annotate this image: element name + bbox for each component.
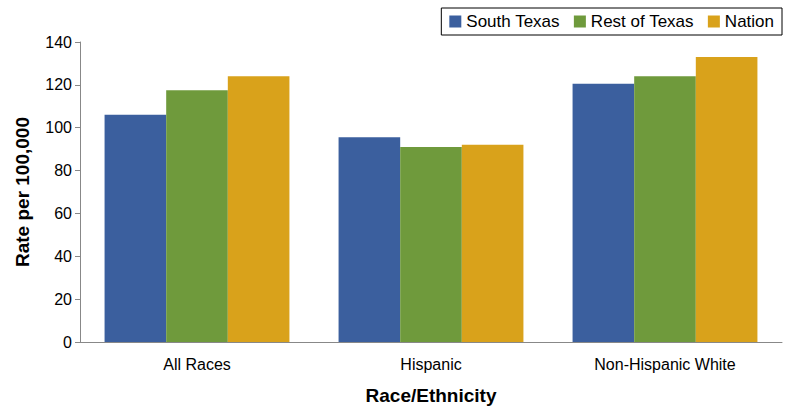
- svg-text:100: 100: [45, 119, 72, 136]
- svg-text:Hispanic: Hispanic: [400, 356, 461, 373]
- svg-text:South Texas: South Texas: [466, 12, 559, 31]
- svg-text:Non-Hispanic White: Non-Hispanic White: [594, 356, 735, 373]
- svg-text:Rate per 100,000: Rate per 100,000: [12, 117, 33, 267]
- svg-text:40: 40: [54, 248, 72, 265]
- svg-text:120: 120: [45, 76, 72, 93]
- svg-text:All Races: All Races: [163, 356, 231, 373]
- svg-text:Race/Ethnicity: Race/Ethnicity: [366, 385, 497, 406]
- svg-text:80: 80: [54, 162, 72, 179]
- svg-text:Rest of Texas: Rest of Texas: [591, 12, 694, 31]
- svg-text:140: 140: [45, 34, 72, 51]
- svg-text:0: 0: [63, 334, 72, 351]
- svg-text:20: 20: [54, 291, 72, 308]
- svg-text:60: 60: [54, 205, 72, 222]
- svg-text:Nation: Nation: [725, 12, 774, 31]
